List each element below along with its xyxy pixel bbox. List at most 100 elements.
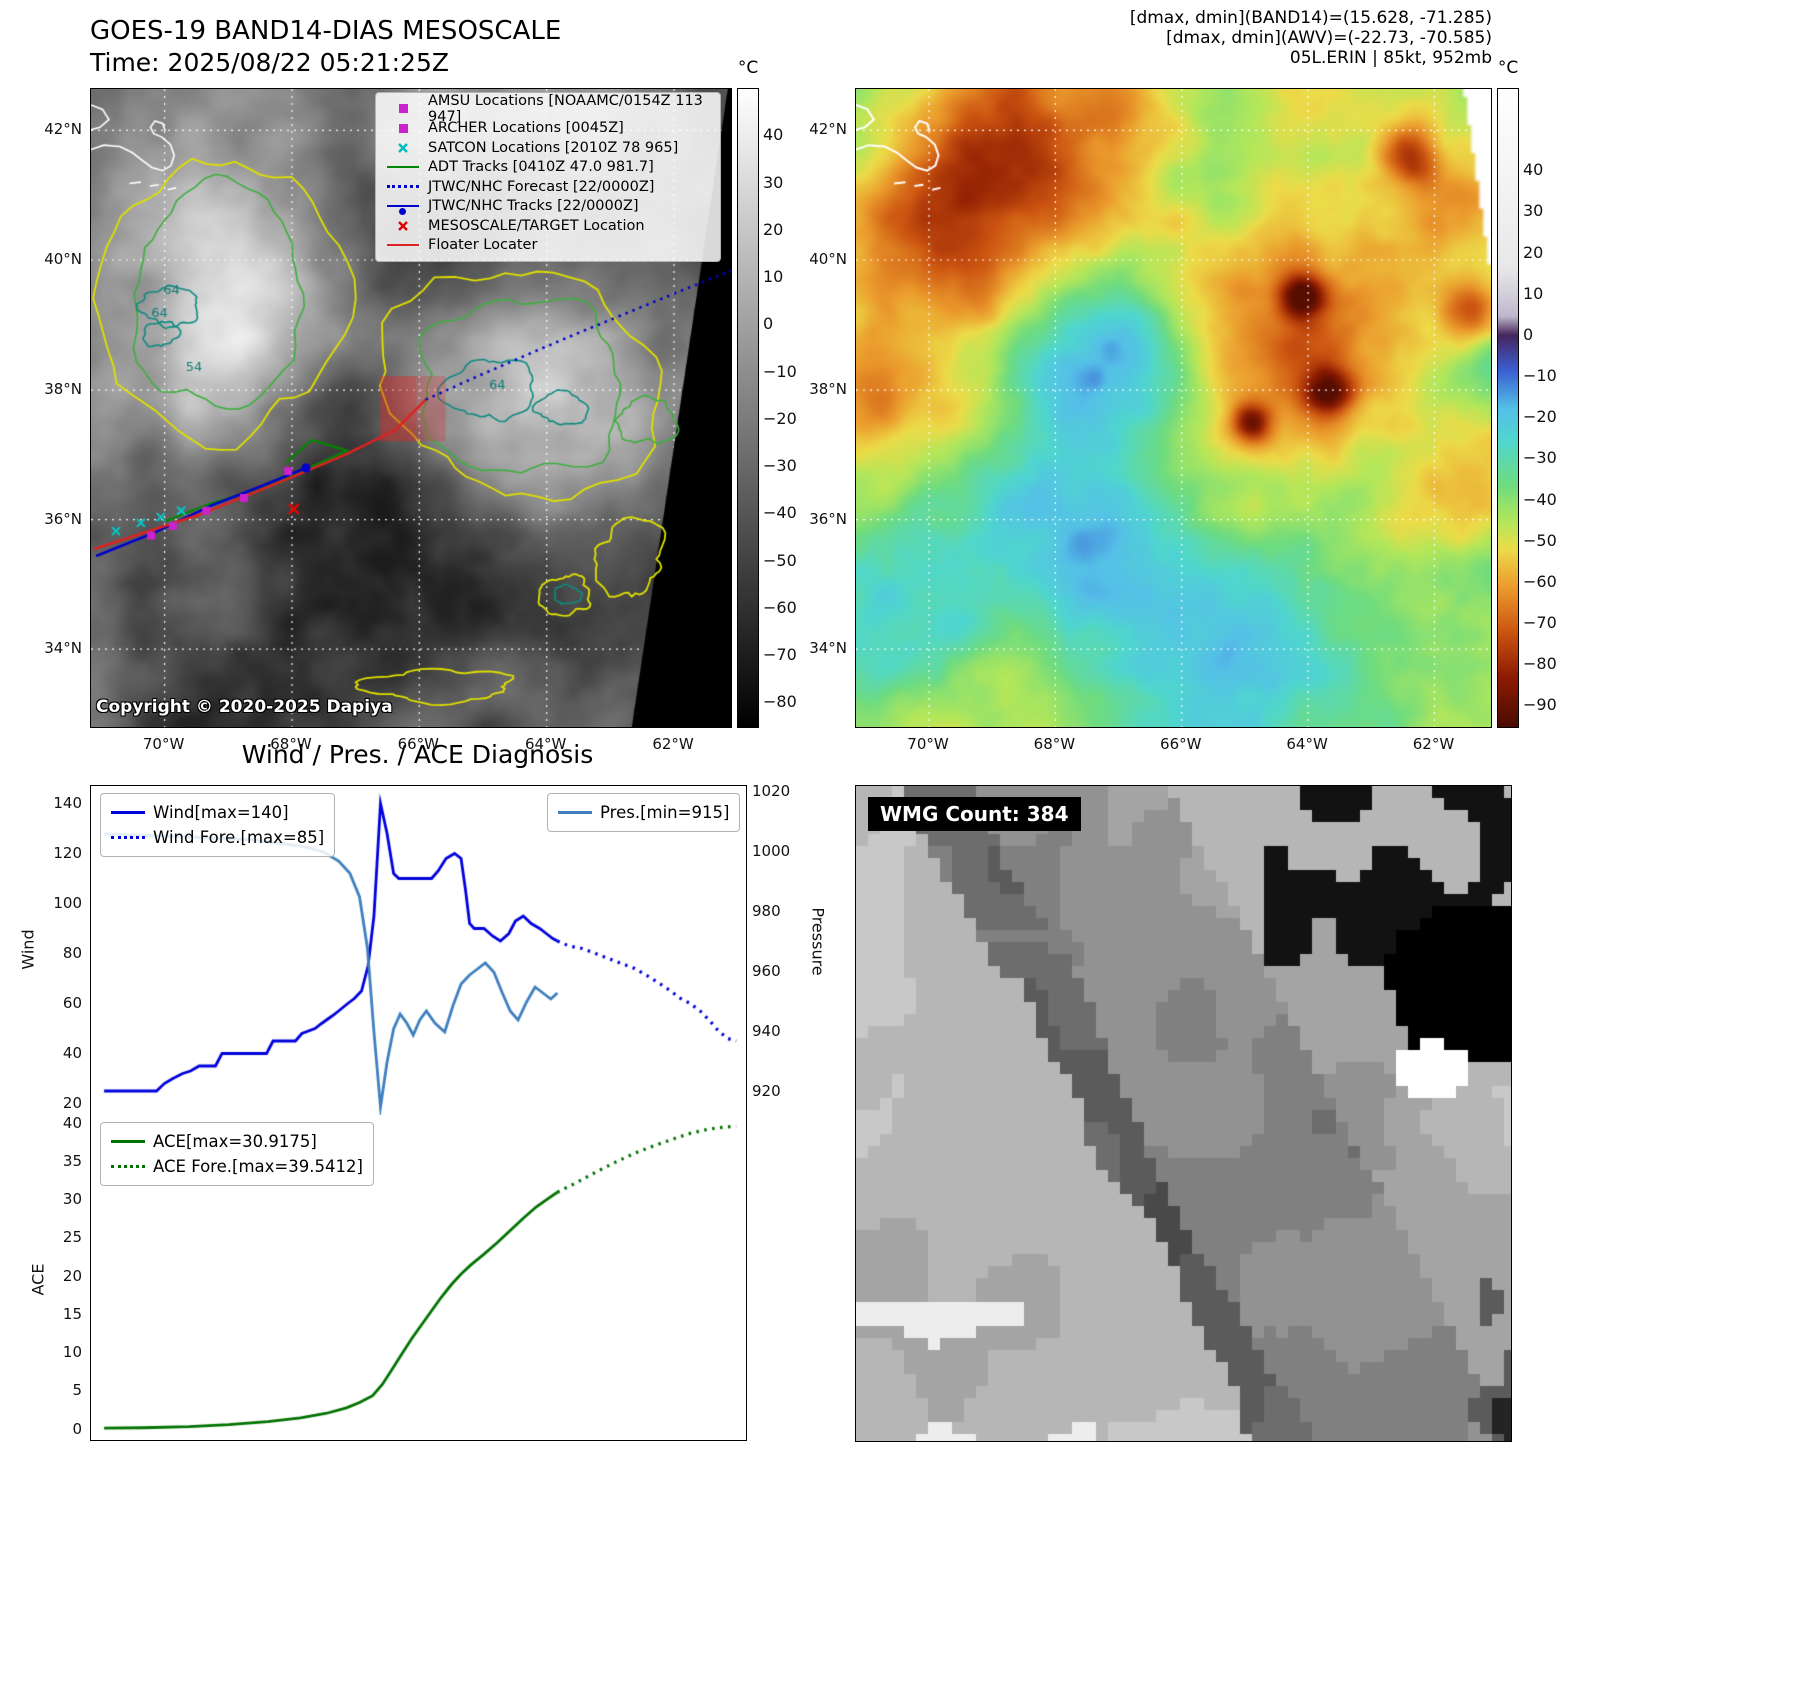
band14-colorbar-gradient — [738, 89, 758, 727]
awv-satellite-image — [856, 89, 1491, 727]
diagnosis-title: Wind / Pres. / ACE Diagnosis — [241, 740, 594, 769]
ace-ytick-label: 5 — [72, 1381, 82, 1400]
band14-time-subtitle: Time: 2025/08/22 05:21:25Z — [90, 48, 449, 77]
legend-item-label: AMSU Locations [NOAAMC/0154Z 113 947] — [428, 92, 703, 125]
band14-colorbar-tick-label: −10 — [763, 361, 797, 381]
band14-colorbar-tick-label: −30 — [763, 456, 797, 476]
band14-colorbar-tick-label: −70 — [763, 645, 797, 665]
wind-ytick-label: 80 — [62, 943, 82, 962]
band14-colorbar-tick-label: 0 — [763, 314, 774, 334]
legend-item: ADT Tracks [0410Z 47.0 981.7] — [386, 158, 710, 178]
legend-item: Pres.[min=915] — [558, 800, 729, 825]
legend-line-icon — [111, 811, 145, 814]
pressure-axis-label: Pressure — [808, 907, 828, 976]
band14-colorbar — [737, 88, 759, 728]
band14-colorbar-tick-label: 20 — [763, 219, 784, 239]
awv-lon-tick-label: 70°W — [907, 735, 949, 753]
awv-colorbar-tick-label: −40 — [1523, 489, 1557, 509]
legend-x-icon — [386, 220, 420, 232]
legend-item: AMSU Locations [NOAAMC/0154Z 113 947] — [386, 93, 710, 125]
band14-colorbar-tick-label: 40 — [763, 125, 784, 145]
legend-item: JTWC/NHC Tracks [22/0000Z] — [386, 197, 710, 217]
legend-item-label: JTWC/NHC Tracks [22/0000Z] — [428, 198, 639, 215]
wind-ytick-label: 60 — [62, 993, 82, 1012]
pressure-ytick-label: 940 — [752, 1022, 781, 1040]
legend-item: ACE Fore.[max=39.5412] — [111, 1154, 363, 1179]
awv-colorbar-tick-label: −80 — [1523, 654, 1557, 674]
awv-colorbar-tick-label: −30 — [1523, 448, 1557, 468]
awv-colorbar-tick-label: 10 — [1523, 283, 1544, 303]
wind-pressure-chart: Wind[max=140] Wind Fore.[max=85] Pres.[mi… — [90, 785, 747, 1117]
legend-line-icon — [386, 166, 420, 169]
legend-line-icon — [111, 1140, 145, 1143]
awv-map-panel — [855, 88, 1492, 728]
pressure-ytick-label: 1020 — [752, 782, 791, 800]
ace-ytick-label: 30 — [62, 1190, 82, 1209]
ace-chart: ACE[max=30.9175] ACE Fore.[max=39.5412] — [90, 1115, 747, 1441]
awv-header-line-awv: [dmax, dmin](AWV)=(-22.73, -70.585) — [1166, 28, 1492, 48]
legend-item: MESOSCALE/TARGET Location — [386, 216, 710, 236]
legend-item-label: Wind[max=140] — [153, 803, 289, 822]
awv-lat-tick-label: 36°N — [809, 509, 847, 528]
band14-colorbar-tick-label: −50 — [763, 550, 797, 570]
wmg-count-badge: WMG Count: 384 — [868, 797, 1081, 831]
band14-lon-tick-label: 66°W — [397, 735, 440, 753]
legend-item-label: JTWC/NHC Forecast [22/0000Z] — [428, 178, 655, 195]
legend-dotted-icon — [386, 185, 420, 189]
legend-line-icon — [558, 811, 592, 814]
band14-colorbar-tick-label: −40 — [763, 503, 797, 523]
band14-lon-tick-label: 62°W — [652, 735, 694, 753]
wind-ytick-label: 100 — [53, 893, 82, 912]
storm-id-intensity-label: 05L.ERIN | 85kt, 952mb — [1289, 48, 1492, 68]
awv-colorbar-tick-label: −60 — [1523, 571, 1557, 591]
awv-colorbar-tick-label: −90 — [1523, 695, 1557, 715]
band14-map-legend: AMSU Locations [NOAAMC/0154Z 113 947] ARC… — [375, 92, 721, 262]
legend-item-label: ACE Fore.[max=39.5412] — [153, 1157, 363, 1176]
awv-lon-tick-label: 66°W — [1160, 735, 1202, 753]
copyright-label: Copyright © 2020-2025 Dapiya — [96, 697, 393, 717]
ace-ytick-label: 20 — [62, 1266, 82, 1285]
legend-item: Floater Locater — [386, 236, 710, 256]
legend-item-label: MESOSCALE/TARGET Location — [428, 217, 645, 234]
legend-item: ARCHER Locations [0045Z] — [386, 119, 710, 139]
awv-colorbar-tick-label: 40 — [1523, 160, 1544, 180]
legend-item-label: Wind Fore.[max=85] — [153, 828, 325, 847]
legend-item: SATCON Locations [2010Z 78 965] — [386, 138, 710, 158]
wind-ytick-label: 40 — [62, 1043, 82, 1062]
band14-lon-tick-label: 64°W — [524, 735, 567, 753]
legend-line-icon — [386, 244, 420, 247]
legend-item: JTWC/NHC Forecast [22/0000Z] — [386, 177, 710, 197]
band14-lon-tick-label: 68°W — [270, 735, 312, 753]
band14-colorbar-tick-label: −20 — [763, 408, 797, 428]
pressure-ytick-label: 980 — [752, 902, 781, 920]
band14-colorbar-tick-label: 10 — [763, 267, 784, 287]
awv-colorbar-tick-label: 0 — [1523, 324, 1534, 344]
ace-ytick-label: 40 — [62, 1113, 82, 1132]
band14-lat-tick-label: 40°N — [44, 249, 82, 268]
pressure-ytick-label: 1000 — [752, 842, 791, 860]
legend-square-icon — [386, 123, 420, 133]
awv-colorbar-tick-label: 30 — [1523, 201, 1544, 221]
band14-lat-tick-label: 38°N — [44, 380, 82, 399]
pressure-ytick-label: 960 — [752, 962, 781, 980]
awv-lon-tick-label: 64°W — [1286, 735, 1328, 753]
wmg-image — [856, 786, 1511, 1441]
ace-ytick-label: 25 — [62, 1228, 82, 1247]
legend-item-label: ADT Tracks [0410Z 47.0 981.7] — [428, 159, 654, 176]
band14-map-panel: AMSU Locations [NOAAMC/0154Z 113 947] ARC… — [90, 88, 732, 728]
ace-ytick-label: 0 — [72, 1419, 82, 1438]
wind-ytick-label: 120 — [53, 843, 82, 862]
awv-header-line-band14: [dmax, dmin](BAND14)=(15.628, -71.285) — [1129, 8, 1492, 28]
awv-colorbar-unit: °C — [1497, 58, 1519, 78]
legend-item: Wind[max=140] — [111, 800, 324, 825]
legend-x-icon — [386, 142, 420, 154]
awv-colorbar-tick-label: −20 — [1523, 407, 1557, 427]
ace-legend: ACE[max=30.9175] ACE Fore.[max=39.5412] — [100, 1122, 374, 1186]
awv-lat-tick-label: 40°N — [809, 249, 847, 268]
legend-line-dot-icon — [386, 205, 420, 216]
legend-item-label: SATCON Locations [2010Z 78 965] — [428, 139, 679, 156]
awv-colorbar — [1497, 88, 1519, 728]
wind-ytick-label: 20 — [62, 1093, 82, 1112]
legend-item: ACE[max=30.9175] — [111, 1129, 363, 1154]
awv-colorbar-gradient — [1498, 89, 1518, 727]
